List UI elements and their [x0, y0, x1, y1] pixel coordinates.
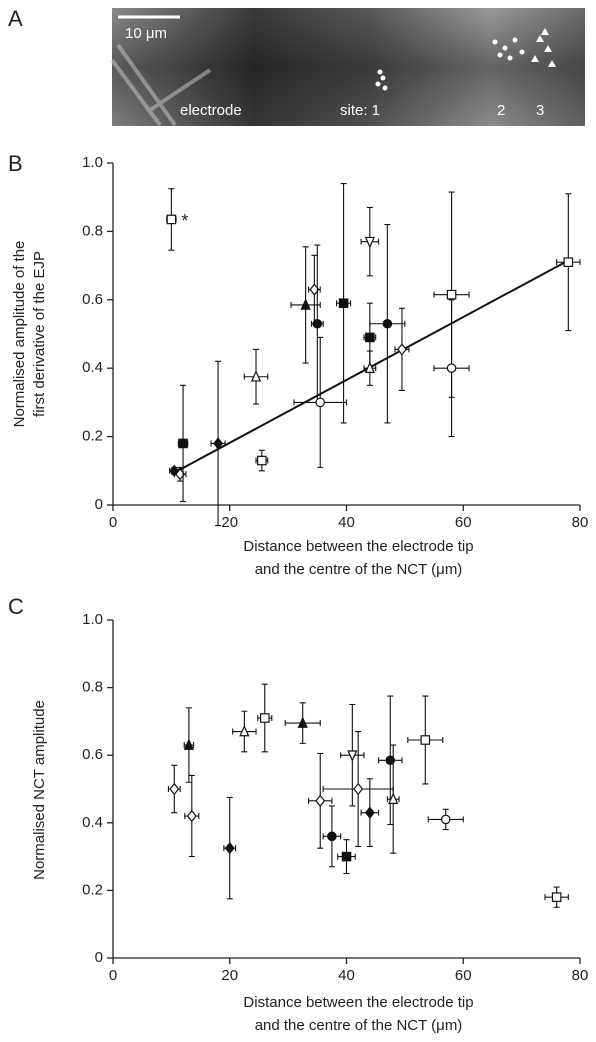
y-tick-label: 0.6 — [82, 291, 103, 308]
marker — [224, 841, 235, 855]
y-tick-label: 0.4 — [82, 814, 103, 831]
x-tick-label: 0 — [109, 967, 117, 984]
y-tick-label: 0.6 — [82, 746, 103, 763]
marker — [364, 361, 375, 373]
x-tick-label: 60 — [455, 514, 472, 531]
annotation: electrode — [180, 102, 242, 119]
marker — [341, 851, 352, 862]
micrograph-shade — [112, 8, 585, 126]
marker — [420, 735, 431, 745]
marker — [239, 724, 250, 737]
marker — [183, 738, 195, 750]
marker — [365, 332, 375, 343]
marker — [259, 713, 270, 723]
marker — [364, 806, 375, 819]
marker — [388, 792, 399, 804]
marker — [385, 755, 396, 766]
y-tick-label: 0 — [95, 496, 103, 513]
marker — [338, 298, 349, 309]
annotation: * — [181, 211, 188, 231]
marker — [396, 343, 407, 356]
annotation: 3 — [536, 102, 544, 119]
annotation: site: 1 — [340, 102, 380, 119]
marker — [353, 782, 364, 796]
marker — [186, 809, 197, 823]
marker — [166, 214, 177, 225]
panel-label: B — [8, 151, 23, 176]
marker — [446, 289, 457, 300]
y-tick-label: 1.0 — [82, 611, 103, 628]
marker — [347, 750, 358, 762]
panel-label: C — [8, 594, 24, 619]
scale-bar-label: 10 μm — [125, 25, 167, 42]
marker — [446, 363, 457, 373]
x-tick-label: 80 — [572, 514, 589, 531]
marker — [178, 438, 188, 449]
x-tick-label: 80 — [572, 967, 589, 984]
marker — [213, 437, 224, 450]
electrode-shape — [110, 43, 212, 127]
y-tick-label: 0.2 — [82, 428, 103, 445]
marker — [297, 716, 308, 728]
y-axis-label: Normalised amplitude of the — [11, 241, 28, 428]
y-tick-label: 0.8 — [82, 222, 103, 239]
marker — [364, 236, 375, 249]
site-markers — [375, 28, 556, 91]
marker — [440, 814, 451, 825]
x-axis-label: and the centre of the NCT (μm) — [255, 561, 463, 578]
y-tick-label: 0.4 — [82, 359, 103, 376]
marker — [169, 782, 180, 796]
y-tick-label: 0.2 — [82, 881, 103, 898]
x-axis-label: Distance between the electrode tip — [243, 538, 473, 555]
x-axis-label: and the centre of the NCT (μm) — [255, 1017, 463, 1034]
y-tick-label: 1.0 — [82, 154, 103, 171]
x-tick-label: 20 — [221, 514, 238, 531]
x-tick-label: 0 — [109, 514, 117, 531]
panel-label: A — [8, 6, 23, 31]
marker — [563, 257, 574, 267]
y-tick-label: 0.8 — [82, 679, 103, 696]
marker — [382, 318, 393, 329]
marker — [315, 397, 326, 408]
marker — [551, 892, 562, 902]
annotation: 2 — [497, 102, 505, 119]
marker — [250, 370, 262, 382]
x-tick-label: 40 — [338, 514, 355, 531]
marker — [257, 455, 267, 466]
marker — [312, 318, 323, 329]
marker — [327, 831, 337, 842]
marker — [300, 298, 311, 310]
x-tick-label: 20 — [221, 967, 238, 984]
y-axis-label: first derivative of the EJP — [31, 251, 48, 417]
y-tick-label: 0 — [95, 949, 103, 966]
y-axis-label: Normalised NCT amplitude — [31, 700, 48, 880]
x-tick-label: 40 — [338, 967, 355, 984]
x-axis-label: Distance between the electrode tip — [243, 994, 473, 1011]
panel-a: A 10 μm electrode site: 1 2 3 — [8, 6, 585, 127]
marker — [315, 794, 326, 807]
x-tick-label: 60 — [455, 967, 472, 984]
